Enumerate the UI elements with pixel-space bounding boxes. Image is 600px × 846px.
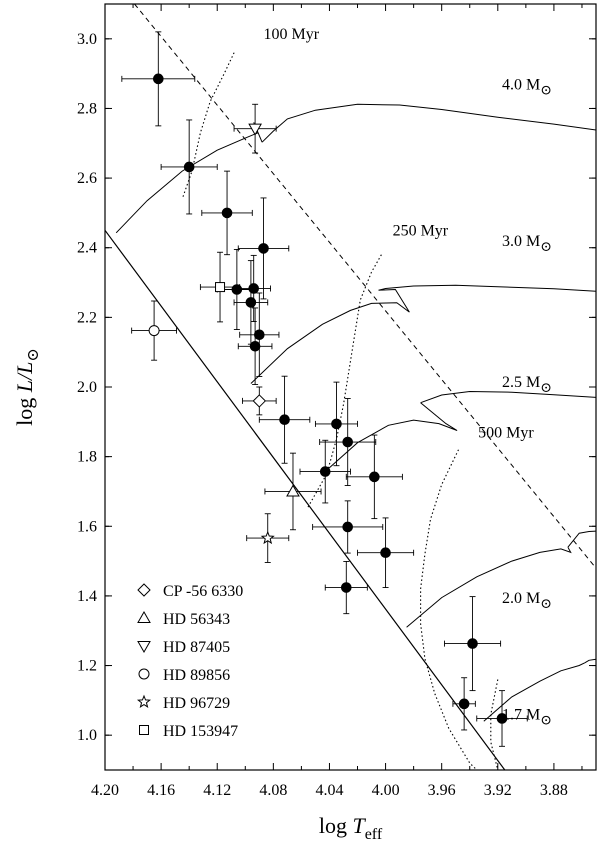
y-tick-label: 2.0 bbox=[77, 379, 97, 396]
filled-point-13 bbox=[369, 471, 380, 483]
y-tick-label: 1.8 bbox=[77, 449, 97, 466]
filled-point-6 bbox=[245, 297, 257, 308]
y-tick-label: 1.2 bbox=[77, 658, 97, 675]
isochrone-250-myr bbox=[306, 254, 382, 510]
filled-point-18 bbox=[458, 698, 470, 710]
y-tick-label: 2.2 bbox=[77, 309, 97, 326]
x-tick-label: 3.88 bbox=[540, 782, 568, 799]
filled-point-17 bbox=[467, 638, 478, 649]
annotation-7: 1.7 M⊙ bbox=[502, 707, 552, 729]
x-tick-label: 4.00 bbox=[372, 782, 400, 799]
filled-point-5 bbox=[248, 283, 260, 294]
point-hd-96729 bbox=[260, 530, 275, 545]
isochrone-500-myr bbox=[420, 449, 478, 770]
isochrone-unlabeled-3 bbox=[490, 679, 499, 770]
annotation-2: 500 Myr bbox=[478, 424, 534, 441]
data-points bbox=[121, 31, 528, 747]
y-tick-label: 1.6 bbox=[77, 518, 97, 535]
filled-point-2 bbox=[221, 207, 233, 219]
point-hd-153947 bbox=[215, 282, 226, 293]
legend-marker-star bbox=[136, 694, 152, 708]
point-hd-89856 bbox=[148, 325, 160, 337]
legend: CP -56 6330 HD 56343 HD 87405 HD 89856 HD 96… bbox=[136, 583, 243, 740]
filled-point-10 bbox=[331, 418, 342, 430]
point-cp-56-6330 bbox=[252, 394, 267, 408]
point-hd-87405 bbox=[248, 123, 262, 136]
legend-label: HD 89856 bbox=[163, 667, 230, 684]
x-tick-label: 4.12 bbox=[203, 782, 231, 799]
x-tick-label: 4.16 bbox=[147, 782, 175, 799]
y-tick-label: 1.4 bbox=[77, 588, 97, 605]
filled-point-16 bbox=[340, 582, 352, 593]
track-1-7-msun-giant bbox=[584, 658, 596, 664]
legend-label: HD 87405 bbox=[163, 639, 230, 656]
annotation-0: 100 Myr bbox=[264, 26, 320, 43]
legend-marker-circle bbox=[138, 668, 150, 680]
legend-label: HD 153947 bbox=[163, 723, 238, 740]
legend-label: HD 96729 bbox=[163, 695, 230, 712]
point-hd-56343 bbox=[286, 484, 300, 497]
track-4-0-msun-giant bbox=[261, 103, 596, 143]
annotation-5: 2.5 M⊙ bbox=[502, 374, 552, 396]
annotation-3: 4.0 M⊙ bbox=[502, 76, 552, 98]
filled-point-8 bbox=[249, 340, 261, 352]
filled-point-3 bbox=[258, 243, 269, 254]
axes: 100 Myr 250 Myr 500 Myr 4.0 M⊙ 3.0 M⊙ 2.5 M⊙ 2… bbox=[12, 3, 597, 843]
track-2-0-msun-giant bbox=[567, 530, 596, 548]
y-tick-label: 2.4 bbox=[77, 240, 97, 257]
track-2-5-msun-giant bbox=[420, 390, 596, 404]
filled-point-14 bbox=[342, 521, 353, 533]
track-2-5-msun-main bbox=[322, 402, 458, 475]
tams-dashed-line bbox=[134, 4, 596, 569]
track-3-0-msun-giant bbox=[378, 284, 596, 292]
legend-marker-triangle-down bbox=[137, 641, 151, 654]
filled-point-1 bbox=[183, 161, 195, 173]
x-tick-label: 3.96 bbox=[428, 782, 456, 799]
x-axis-title: log Teff bbox=[319, 813, 383, 843]
x-tick-label: 3.92 bbox=[484, 782, 512, 799]
track-2-0-msun-main bbox=[406, 546, 572, 628]
annotation-4: 3.0 M⊙ bbox=[502, 233, 552, 255]
x-tick-label: 4.08 bbox=[259, 782, 287, 799]
filled-point-19 bbox=[496, 713, 508, 724]
zams-line bbox=[105, 229, 506, 770]
legend-label: HD 56343 bbox=[163, 611, 230, 628]
legend-marker-triangle-up bbox=[137, 610, 151, 623]
y-tick-label: 2.8 bbox=[77, 100, 97, 117]
annotation-6: 2.0 M⊙ bbox=[502, 590, 552, 612]
filled-point-11 bbox=[342, 436, 353, 448]
y-axis-title: log L/L⊙ bbox=[12, 348, 42, 426]
filled-point-7 bbox=[254, 329, 265, 341]
filled-point-15 bbox=[380, 547, 391, 559]
legend-marker-square bbox=[139, 725, 149, 735]
y-tick-label: 2.6 bbox=[77, 170, 97, 187]
filled-point-12 bbox=[319, 466, 331, 477]
track-3-0-msun-main bbox=[250, 288, 410, 384]
track-1-7-msun-main bbox=[483, 662, 586, 722]
x-tick-label: 4.20 bbox=[91, 782, 119, 799]
filled-point-0 bbox=[153, 73, 164, 85]
x-tick-label: 4.04 bbox=[315, 782, 343, 799]
y-tick-label: 1.0 bbox=[77, 727, 97, 744]
model-lines bbox=[105, 4, 596, 770]
legend-marker-diamond bbox=[137, 583, 151, 597]
filled-point-9 bbox=[279, 414, 290, 426]
legend-label: CP -56 6330 bbox=[163, 583, 243, 600]
y-tick-label: 3.0 bbox=[77, 31, 97, 48]
annotation-1: 250 Myr bbox=[393, 223, 449, 240]
